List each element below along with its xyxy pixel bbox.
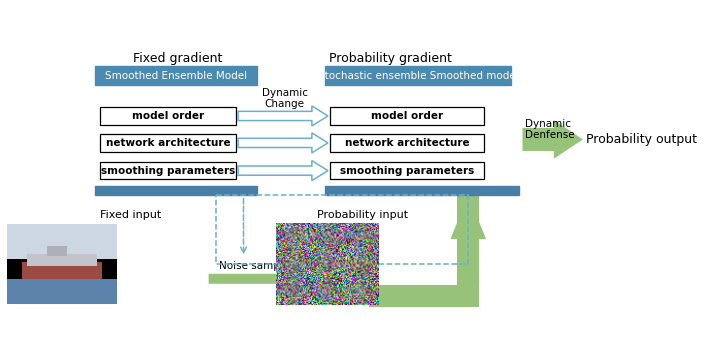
Text: Fixed gradient: Fixed gradient	[133, 52, 222, 66]
Polygon shape	[238, 161, 328, 181]
Text: model order: model order	[371, 111, 443, 121]
Text: Stochastic ensemble Smoothed model: Stochastic ensemble Smoothed model	[317, 70, 518, 81]
Polygon shape	[523, 120, 583, 159]
FancyBboxPatch shape	[331, 162, 484, 179]
FancyBboxPatch shape	[100, 162, 236, 179]
Text: Probability output: Probability output	[586, 133, 697, 146]
Text: model order: model order	[132, 111, 204, 121]
FancyBboxPatch shape	[457, 195, 479, 296]
Polygon shape	[238, 133, 328, 153]
FancyBboxPatch shape	[100, 134, 236, 152]
Polygon shape	[238, 106, 328, 126]
Text: network architecture: network architecture	[345, 138, 469, 148]
Text: Dynamic
Change: Dynamic Change	[261, 88, 307, 109]
Text: Dynamic
Denfense: Dynamic Denfense	[525, 119, 574, 140]
Text: Probability input: Probability input	[317, 210, 409, 220]
FancyBboxPatch shape	[325, 186, 519, 195]
Bar	[217, 195, 468, 264]
Text: Smoothed Ensemble Model: Smoothed Ensemble Model	[105, 70, 247, 81]
FancyBboxPatch shape	[95, 186, 258, 195]
FancyBboxPatch shape	[100, 107, 236, 125]
Text: Noise sampling: Noise sampling	[219, 261, 299, 271]
Text: Fixed input: Fixed input	[101, 210, 161, 220]
Polygon shape	[450, 195, 486, 285]
FancyBboxPatch shape	[331, 134, 484, 152]
FancyBboxPatch shape	[331, 107, 484, 125]
Text: smoothing parameters: smoothing parameters	[101, 166, 235, 176]
Polygon shape	[209, 271, 305, 287]
Text: network architecture: network architecture	[105, 138, 230, 148]
FancyBboxPatch shape	[325, 66, 511, 85]
Text: Probability gradient: Probability gradient	[329, 52, 452, 66]
Text: smoothing parameters: smoothing parameters	[340, 166, 474, 176]
FancyBboxPatch shape	[369, 285, 479, 306]
FancyBboxPatch shape	[95, 66, 258, 85]
